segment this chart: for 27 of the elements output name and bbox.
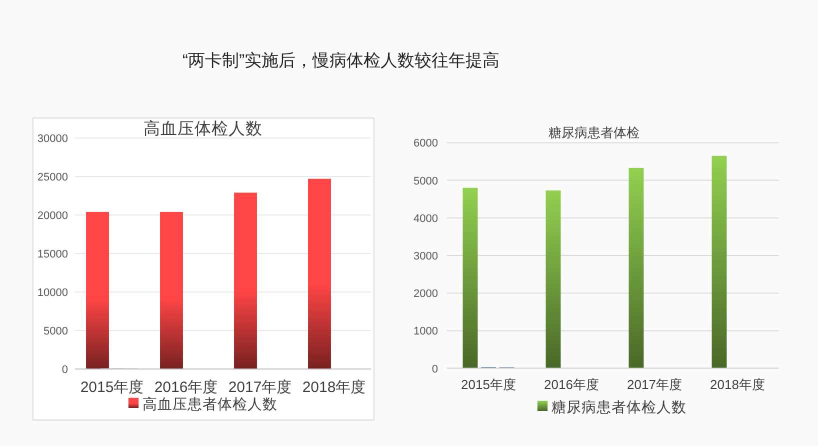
chart-title: 糖尿病患者体检: [548, 125, 640, 140]
y-tick-label: 6000: [414, 138, 438, 150]
y-tick-label: 1000: [414, 326, 438, 338]
y-tick-label: 5000: [44, 325, 68, 338]
y-tick-label: 0: [62, 364, 68, 376]
text: “两卡制”实施后，慢病体检人数较往年提高: [182, 51, 500, 70]
y-tick-label: 10000: [37, 286, 68, 299]
y-tick-label: 5000: [414, 175, 438, 188]
x-tick-label: 2017年度: [627, 377, 682, 392]
y-tick-label: 20000: [37, 210, 68, 222]
x-tick-label: 2015年度: [80, 379, 144, 396]
y-tick-label: 2000: [414, 288, 438, 300]
x-tick-label: 2016年度: [544, 377, 599, 392]
y-tick-label: 3000: [414, 250, 438, 262]
legend-label: 高血压患者体检人数: [142, 396, 278, 413]
y-tick-label: 0: [432, 363, 438, 376]
y-tick-label: 4000: [414, 212, 438, 225]
chart-title: 高血压体检人数: [144, 119, 262, 138]
y-tick-label: 30000: [37, 132, 68, 145]
y-tick-label: 15000: [37, 248, 68, 260]
y-tick-label: 25000: [37, 171, 68, 184]
x-tick-label: 2016年度: [154, 379, 218, 396]
x-tick-label: 2018年度: [710, 377, 765, 392]
x-tick-label: 2015年度: [461, 377, 516, 392]
legend-label: 糖尿病患者体检人数: [552, 399, 687, 416]
x-tick-label: 2017年度: [228, 379, 292, 396]
x-tick-label: 2018年度: [302, 379, 366, 396]
